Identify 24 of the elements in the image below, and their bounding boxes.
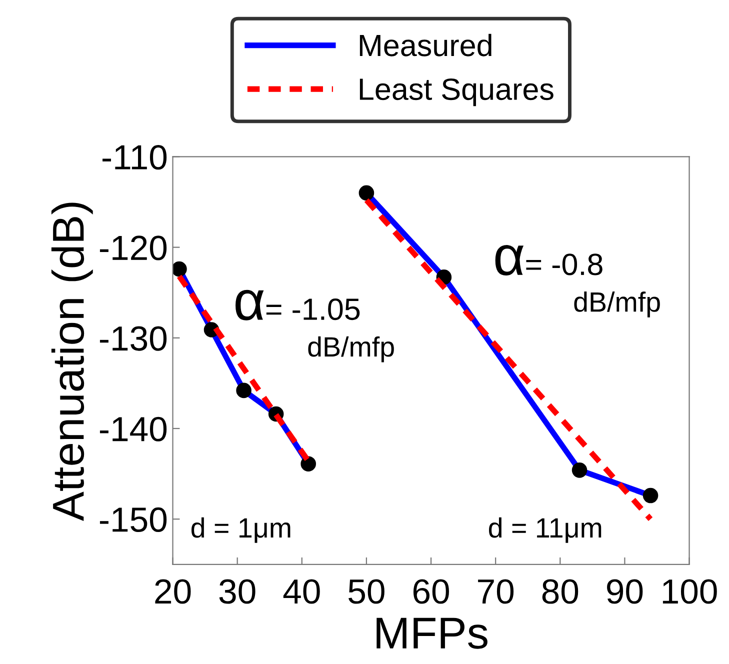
annotation: dB/mfp [308,336,394,362]
x-tick-label: 80 [542,579,578,604]
x-tick-label: 100 [662,579,717,604]
annotation: dB/mfp [574,292,660,318]
x-tick-label: 20 [155,579,191,604]
x-tick-label: 40 [283,579,320,604]
x-tick-label: 70 [478,579,514,604]
x-axis-title: MFPs [376,618,488,649]
x-tick-label: 60 [413,579,449,604]
annotation: α= -0.8 [495,245,602,276]
annotation: d = 11μm [489,517,602,543]
x-tick-label: 30 [219,579,256,604]
y-axis-title: Attenuation (dB) [51,202,93,522]
annotation: α= -1.05 [236,290,360,320]
y-tick-label: -120 [100,236,167,260]
y-tick-label: -130 [100,326,167,351]
y-tick-label: -150 [100,507,167,532]
y-tick-label: -110 [102,145,167,170]
legend-label: Measured [360,34,492,56]
legend-label: Least Squares [360,78,554,106]
y-tick-label: -140 [100,416,167,442]
annotation: d = 1μm [192,517,290,543]
x-tick-label: 50 [348,579,384,604]
x-tick-label: 90 [607,579,643,604]
